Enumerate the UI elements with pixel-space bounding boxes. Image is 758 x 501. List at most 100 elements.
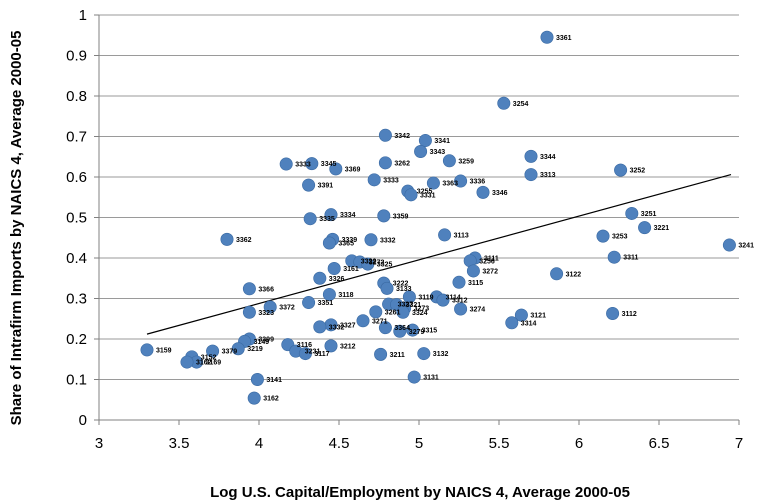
data-point bbox=[438, 228, 452, 242]
data-point bbox=[364, 233, 378, 247]
data-point bbox=[378, 128, 392, 142]
y-tick-label: 0.3 bbox=[66, 291, 87, 308]
data-point bbox=[378, 321, 392, 335]
x-tick-label: 5.5 bbox=[489, 435, 510, 452]
data-point bbox=[250, 372, 264, 386]
data-point bbox=[414, 144, 428, 158]
data-point-label: 3315 bbox=[422, 328, 438, 335]
data-point bbox=[454, 302, 468, 316]
data-point bbox=[722, 238, 736, 252]
data-point bbox=[550, 267, 564, 281]
data-point bbox=[625, 206, 639, 220]
data-point-label: 3332 bbox=[329, 324, 345, 331]
data-point-label: 3346 bbox=[492, 190, 508, 197]
data-point bbox=[322, 236, 336, 250]
data-point bbox=[378, 156, 392, 170]
data-point-label: 3152 bbox=[201, 354, 217, 361]
data-point-label: 3222 bbox=[393, 281, 409, 288]
data-point-label: 3211 bbox=[390, 352, 405, 359]
data-point bbox=[242, 282, 256, 296]
data-point-label: 3169 bbox=[206, 360, 222, 367]
data-point bbox=[302, 178, 316, 192]
data-point-label: 3132 bbox=[433, 351, 449, 358]
data-point bbox=[367, 173, 381, 187]
y-tick-label: 1 bbox=[79, 7, 87, 24]
grid-lines bbox=[99, 14, 739, 421]
data-point-label: 3335 bbox=[319, 216, 335, 223]
data-point bbox=[298, 347, 312, 361]
y-tick-label: 0 bbox=[79, 412, 87, 429]
y-tick-label: 0.1 bbox=[66, 372, 87, 389]
y-tick-label: 0.7 bbox=[66, 129, 87, 146]
data-point bbox=[540, 30, 554, 44]
data-point bbox=[454, 174, 468, 188]
data-point bbox=[452, 275, 466, 289]
data-point bbox=[220, 232, 234, 246]
data-point-label: 3363 bbox=[442, 181, 458, 188]
y-tick-label: 0.4 bbox=[66, 250, 87, 267]
trendline bbox=[146, 173, 732, 335]
data-point bbox=[607, 250, 621, 264]
data-point bbox=[327, 262, 341, 276]
data-point-label: 3112 bbox=[622, 311, 637, 318]
data-point bbox=[206, 344, 220, 358]
x-tick-label: 4.5 bbox=[329, 435, 350, 452]
data-point-label: 3311 bbox=[623, 255, 638, 262]
data-point-label: 3312 bbox=[452, 298, 468, 305]
data-point-label: 3219 bbox=[247, 346, 263, 353]
data-point-label: 3345 bbox=[321, 161, 337, 168]
data-point-label: 3252 bbox=[630, 168, 646, 175]
data-point bbox=[305, 157, 319, 171]
data-point-label: 3351 bbox=[318, 300, 334, 307]
data-point-label: 3271 bbox=[372, 318, 388, 325]
data-point-label: 3333 bbox=[383, 177, 399, 184]
data-point-label: 3122 bbox=[566, 271, 582, 278]
data-point bbox=[406, 323, 420, 337]
data-point bbox=[466, 264, 480, 278]
data-point-label: 3339 bbox=[342, 237, 358, 244]
data-point bbox=[426, 176, 440, 190]
data-point bbox=[505, 316, 519, 330]
x-tick-label: 3 bbox=[95, 435, 103, 452]
data-point bbox=[393, 324, 407, 338]
point-labels: 3361 3254 3342 3341 3343 3344 3259 3262 3333 3345… bbox=[156, 35, 754, 403]
data-point-label: 3212 bbox=[340, 343, 356, 350]
data-point bbox=[302, 296, 316, 310]
data-point-label: 3366 bbox=[258, 286, 274, 293]
data-point bbox=[614, 163, 628, 177]
data-point bbox=[263, 300, 277, 314]
x-axis: 3 3.5 4 4.5 5 5.5 6 6.5 7 bbox=[95, 419, 743, 452]
data-point-label: 3344 bbox=[540, 154, 556, 161]
data-point-label: 3326 bbox=[329, 276, 345, 283]
y-tick-label: 0.9 bbox=[66, 48, 87, 65]
data-point-label: 3279 bbox=[409, 329, 425, 336]
data-point-label: 3399 bbox=[258, 337, 274, 344]
data-point bbox=[380, 281, 394, 295]
data-point bbox=[356, 314, 370, 328]
data-point-label: 3325 bbox=[377, 262, 393, 269]
y-tick-label: 0.2 bbox=[66, 331, 87, 348]
data-point bbox=[247, 391, 261, 405]
data-point-label: 3274 bbox=[470, 307, 486, 314]
x-tick-label: 5 bbox=[415, 435, 423, 452]
data-point bbox=[374, 347, 388, 361]
data-point-label: 3369 bbox=[345, 166, 361, 173]
y-tick-label: 0.5 bbox=[66, 210, 87, 227]
data-point bbox=[313, 320, 327, 334]
data-point bbox=[418, 134, 432, 148]
data-point-label: 3323 bbox=[258, 310, 274, 317]
data-points bbox=[140, 30, 736, 405]
data-point-label: 3333 bbox=[295, 162, 311, 169]
data-point-label: 3115 bbox=[468, 280, 483, 287]
y-axis-title: Share of Intrafirm Imports by NAICS 4, A… bbox=[8, 31, 25, 426]
data-point-label: 3131 bbox=[423, 375, 439, 382]
data-point-label: 3231 bbox=[305, 349, 321, 356]
data-point-label: 3255 bbox=[417, 189, 433, 196]
data-point bbox=[369, 305, 383, 319]
data-point-label: 3365 bbox=[338, 241, 354, 248]
data-point bbox=[524, 149, 538, 163]
data-point bbox=[322, 287, 336, 301]
data-point-label: 3117 bbox=[314, 351, 329, 358]
data-point-label: 3341 bbox=[434, 138, 450, 145]
data-point-label: 3361 bbox=[556, 35, 572, 42]
